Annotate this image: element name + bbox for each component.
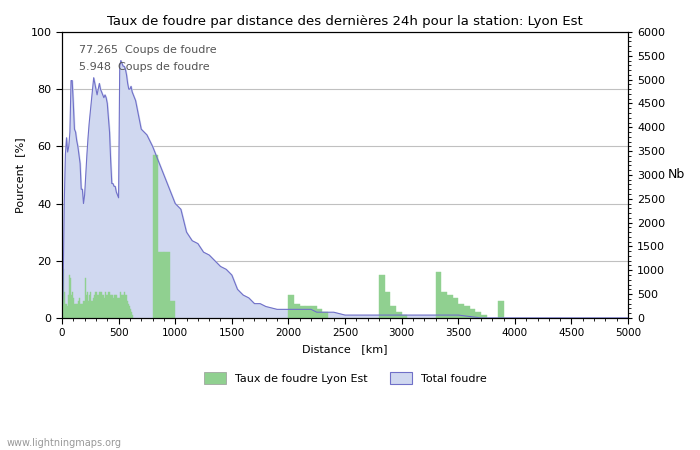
Bar	[65, 304, 66, 318]
Bar	[396, 312, 402, 318]
Bar	[63, 269, 64, 318]
Bar	[453, 298, 459, 318]
Bar	[113, 298, 114, 318]
Bar	[441, 292, 447, 318]
Bar	[124, 292, 125, 318]
Bar	[112, 295, 113, 318]
Bar	[435, 272, 441, 318]
Bar	[103, 295, 104, 318]
Bar	[114, 295, 116, 318]
Bar	[164, 252, 169, 318]
Bar	[121, 295, 122, 318]
Bar	[316, 309, 323, 318]
Bar	[130, 309, 131, 318]
Bar	[71, 295, 72, 318]
Bar	[458, 304, 464, 318]
Y-axis label: Pourcent  [%]: Pourcent [%]	[15, 137, 25, 213]
Bar	[131, 312, 132, 318]
Bar	[72, 292, 74, 318]
Bar	[385, 292, 391, 318]
Bar	[391, 306, 396, 318]
Bar	[104, 298, 105, 318]
Legend: Taux de foudre Lyon Est, Total foudre: Taux de foudre Lyon Est, Total foudre	[204, 373, 486, 384]
Bar	[66, 306, 68, 318]
Bar	[88, 301, 89, 318]
Bar	[94, 295, 95, 318]
Bar	[123, 295, 124, 318]
Bar	[125, 295, 127, 318]
Bar	[127, 304, 129, 318]
Bar	[305, 306, 311, 318]
Bar	[74, 304, 76, 318]
Bar	[323, 312, 328, 318]
Bar	[80, 304, 81, 318]
Bar	[132, 315, 133, 318]
Bar	[99, 292, 101, 318]
Bar	[470, 309, 475, 318]
Bar	[129, 306, 130, 318]
Y-axis label: Nb: Nb	[668, 168, 685, 181]
Bar	[78, 301, 79, 318]
Bar	[97, 295, 98, 318]
Bar	[108, 292, 109, 318]
Title: Taux de foudre par distance des dernières 24h pour la station: Lyon Est: Taux de foudre par distance des dernière…	[107, 15, 583, 28]
X-axis label: Distance   [km]: Distance [km]	[302, 344, 388, 354]
Text: www.lightningmaps.org: www.lightningmaps.org	[7, 438, 122, 448]
Bar	[87, 292, 88, 318]
Bar	[109, 295, 111, 318]
Bar	[158, 252, 164, 318]
Bar	[153, 155, 158, 318]
Bar	[79, 298, 80, 318]
Bar	[464, 306, 470, 318]
Bar	[70, 278, 71, 318]
Bar	[300, 306, 305, 318]
Bar	[116, 295, 118, 318]
Bar	[105, 292, 106, 318]
Text: 5.948  Coups de foudre: 5.948 Coups de foudre	[79, 62, 209, 72]
Text: 77.265  Coups de foudre: 77.265 Coups de foudre	[79, 45, 216, 55]
Bar	[76, 304, 77, 318]
Bar	[294, 304, 300, 318]
Bar	[379, 275, 385, 318]
Bar	[101, 292, 102, 318]
Bar	[107, 295, 108, 318]
Bar	[90, 292, 92, 318]
Bar	[64, 292, 65, 318]
Bar	[498, 301, 503, 318]
Bar	[102, 295, 103, 318]
Bar	[92, 298, 94, 318]
Bar	[106, 295, 107, 318]
Bar	[111, 295, 112, 318]
Bar	[69, 275, 70, 318]
Bar	[94, 292, 96, 318]
Bar	[169, 301, 175, 318]
Bar	[475, 312, 481, 318]
Bar	[86, 295, 87, 318]
Bar	[68, 295, 69, 318]
Bar	[98, 295, 99, 318]
Bar	[120, 292, 121, 318]
Bar	[96, 292, 97, 318]
Bar	[311, 306, 316, 318]
Bar	[481, 315, 486, 318]
Bar	[447, 295, 453, 318]
Bar	[81, 304, 83, 318]
Bar	[122, 295, 123, 318]
Bar	[77, 304, 78, 318]
Bar	[402, 315, 407, 318]
Bar	[118, 298, 120, 318]
Bar	[83, 301, 85, 318]
Bar	[85, 278, 86, 318]
Bar	[89, 295, 90, 318]
Bar	[288, 295, 294, 318]
